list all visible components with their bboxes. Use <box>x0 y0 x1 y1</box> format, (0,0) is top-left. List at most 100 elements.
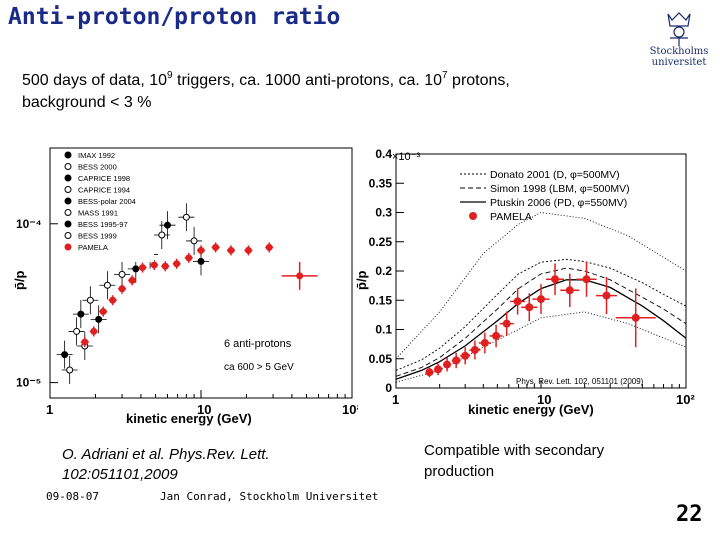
plot2-ytick-label: 0.3 <box>375 206 392 220</box>
plot2-ytick-label: 0 <box>385 381 392 395</box>
plot2-ytick-label: 0.05 <box>369 352 393 366</box>
plot2-pamela-point <box>525 303 534 312</box>
plot1-annotation-count: 6 anti-protons <box>224 338 292 350</box>
plot1-bess-point <box>77 310 85 318</box>
conclusion-text: Compatible with secondary production <box>424 440 604 482</box>
logo-line1: Stockholms <box>649 46 709 57</box>
plot2-pamela-series <box>425 261 656 378</box>
plot2-xtick-100: 10² <box>676 392 695 407</box>
plot2-pamela-point <box>551 275 560 284</box>
plot1-legend-marker <box>64 163 72 170</box>
plot1-pamela-point <box>212 243 220 251</box>
plot1-pamela-point <box>139 264 147 272</box>
plot1-legend-marker <box>64 197 72 205</box>
plot2-pamela-point <box>513 297 522 306</box>
plot2-xtick-10: 10 <box>537 392 551 407</box>
chart-right: Donato 2001 (D, φ=500MV) Simon 1998 (LBM… <box>356 147 695 417</box>
intro-line2: background < 3 % <box>22 94 152 111</box>
plot1-legend-marker <box>64 243 72 251</box>
plot1-pamela-point <box>118 285 126 293</box>
plot1-annotation-energy: ca 600 > 5 GeV <box>224 362 294 373</box>
plot1-legend-marker <box>64 220 72 228</box>
plot1-legend-marker <box>64 151 72 159</box>
plot1-pamela-point <box>227 246 235 254</box>
plot2-ylabel: p̄/p <box>356 270 369 290</box>
plot2-pamela-point <box>425 368 434 377</box>
plot2-xtick-1: 1 <box>392 392 399 407</box>
plot1-bess-point <box>182 213 190 221</box>
plot2-ytick-label: 0.4 <box>375 147 392 161</box>
plot1-ylabel: p̄/p <box>14 270 27 290</box>
plot2-xlabel: kinetic energy (GeV) <box>468 402 594 417</box>
plot1-legend-marker <box>64 209 72 216</box>
plot2-multiplier: ×10⁻³ <box>392 151 420 163</box>
plot1-xtick-1: 1 <box>46 402 53 417</box>
plot1-legend-label: BESS-polar 2004 <box>78 197 136 206</box>
plot1-legend-label: BESS 1995-97 <box>78 220 128 229</box>
footer-author: Jan Conrad, Stockholm Universitet <box>160 490 379 503</box>
plot2-ytick-label: 0.35 <box>369 176 393 190</box>
plot1-bess-point <box>61 351 69 359</box>
logo-line2: universitet <box>651 57 707 68</box>
plot2-legend-ptuskin: Ptuskin 2006 (PD, φ=550MV) <box>490 197 627 209</box>
intro-text: 500 days of data, 109 triggers, ca. 1000… <box>22 70 632 114</box>
conclusion-line1: Compatible with secondary <box>424 442 605 459</box>
plot1-axes <box>49 147 353 399</box>
plot1-xtick-10: 10 <box>197 402 211 417</box>
plot2-pamela-point <box>602 291 611 300</box>
plot2-pamela-point <box>631 313 640 322</box>
plot1-ytick-lower: 10⁻⁵ <box>16 376 41 390</box>
plot2-pamela-point <box>443 360 452 369</box>
plot2-pamela-point <box>582 275 591 284</box>
plot2-pamela-point <box>502 319 511 328</box>
plot1-legend-label: BESS 1999 <box>78 232 117 241</box>
plot2-legend: Donato 2001 (D, φ=500MV) Simon 1998 (LBM… <box>460 169 630 223</box>
plot1-bess-point <box>132 265 140 273</box>
plot2-ytick-label: 0.15 <box>369 293 393 307</box>
plot1-xtick-100: 10² <box>342 402 358 417</box>
plot2-pamela-point <box>452 356 461 365</box>
plot1-bess-point <box>103 281 111 289</box>
plot1-legend-label: BESS 2000 <box>78 163 117 172</box>
plot1-ytick-upper: 10⁻⁴ <box>16 217 42 231</box>
citation: O. Adriani et al. Phys.Rev. Lett. 102:05… <box>62 445 270 485</box>
plot1-pamela-point <box>296 272 304 280</box>
plot1-bess-point <box>95 315 103 323</box>
plot2-pamela-point <box>492 331 501 340</box>
plot1-legend-marker <box>64 232 72 239</box>
plot2-pamela-point <box>480 338 489 347</box>
plot1-pamela-point <box>265 243 273 251</box>
plot2-legend-simon: Simon 1998 (LBM, φ=500MV) <box>490 183 630 195</box>
plot1-legend-label: PAMELA <box>78 243 108 252</box>
plot2-pamela-point <box>434 365 443 374</box>
plot1-bess-point <box>164 221 172 229</box>
citation-line1: O. Adriani et al. Phys.Rev. Lett. <box>62 446 270 463</box>
plot1-pamela-point <box>81 338 89 346</box>
plot2-curve-donato-2001 <box>395 258 687 371</box>
plot1-legend-label: MASS 1991 <box>78 209 118 218</box>
plot2-pamela-point <box>537 295 545 304</box>
plot1-bess-point <box>66 366 74 374</box>
plot1-bess-point <box>158 231 166 239</box>
plot2-pamela-point <box>470 345 479 354</box>
chart-left: IMAX 1992 BESS 2000 CAPRICE 1998 CAPRICE 19… <box>14 147 358 426</box>
plot2-curve-simon-1998 <box>395 267 687 377</box>
plot2-ytick-label: 0.25 <box>369 235 393 249</box>
plot2-curve-band-upper <box>395 212 687 360</box>
plot1-pamela-point <box>109 296 117 304</box>
plot1-pamela-point <box>90 327 98 335</box>
plot1-bess-point <box>190 237 198 245</box>
plot1-pamela-point <box>197 246 205 254</box>
plot1-bess-point <box>197 257 205 265</box>
plot1-pamela-point <box>244 246 252 254</box>
intro-line1: 500 days of data, 109 triggers, ca. 1000… <box>22 70 510 90</box>
plot1-pamela-point <box>185 254 193 262</box>
plot2-citation: Phys. Rev. Lett. 102, 051101 (2009) <box>516 377 644 386</box>
plot1-legend-label: CAPRICE 1994 <box>78 186 130 195</box>
plot2-pamela-point <box>461 351 470 360</box>
plot2-ytick-label: 0.2 <box>375 264 392 278</box>
plot2-legend-donato: Donato 2001 (D, φ=500MV) <box>490 169 620 181</box>
plot1-bess-point <box>118 270 126 278</box>
plot2-pamela-point <box>565 286 574 295</box>
plot1-bess-point <box>73 327 81 335</box>
